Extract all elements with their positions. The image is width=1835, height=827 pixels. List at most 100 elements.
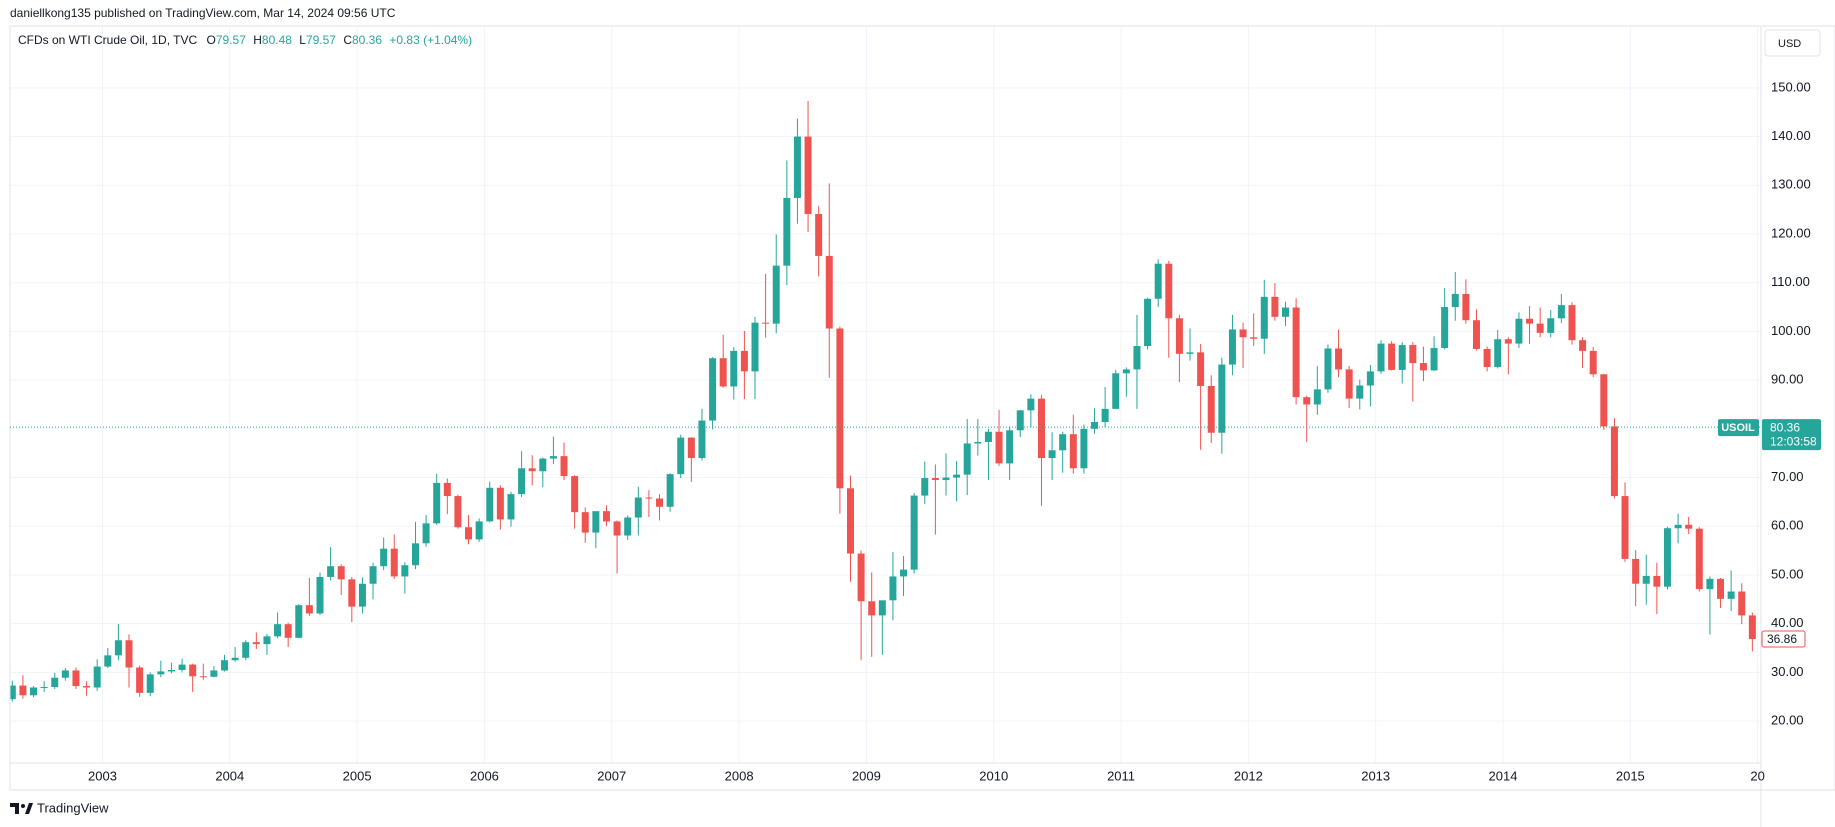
candle-body bbox=[1122, 369, 1130, 374]
candle-body bbox=[316, 576, 324, 614]
candle-body bbox=[878, 600, 886, 616]
candle-body bbox=[836, 328, 844, 489]
candle-body bbox=[274, 624, 282, 637]
candle-body bbox=[1419, 363, 1427, 371]
candle-body bbox=[931, 478, 939, 480]
candle-body bbox=[1409, 345, 1417, 364]
currency-label[interactable]: USD bbox=[1778, 38, 1801, 50]
candle-body bbox=[1472, 320, 1480, 349]
candle-body bbox=[518, 468, 526, 495]
candle-body bbox=[645, 497, 653, 499]
price-label: 80.36 bbox=[1770, 420, 1800, 434]
countdown-label: 12:03:58 bbox=[1770, 434, 1817, 448]
candle-body bbox=[793, 136, 801, 198]
candle-body bbox=[1335, 348, 1343, 370]
candle-body bbox=[1377, 343, 1385, 372]
legend: CFDs on WTI Crude Oil, 1D, TVC O79.57 H8… bbox=[18, 33, 472, 47]
candle-body bbox=[825, 255, 833, 329]
candle-body bbox=[963, 443, 971, 475]
candle-body bbox=[104, 655, 112, 667]
candle-body bbox=[1133, 346, 1141, 370]
x-tick-label: 2006 bbox=[470, 768, 499, 783]
y-tick-label: 70.00 bbox=[1771, 469, 1804, 484]
candle-body bbox=[677, 437, 685, 475]
high-value: 80.48 bbox=[262, 33, 292, 47]
change: +0.83 (+1.04%) bbox=[389, 33, 472, 47]
candle-body bbox=[910, 495, 918, 570]
candle-body bbox=[1144, 298, 1152, 347]
candle-body bbox=[496, 487, 504, 520]
candle-body bbox=[1069, 434, 1077, 469]
candle-body bbox=[114, 640, 122, 656]
candle-body bbox=[422, 523, 430, 544]
candle-body bbox=[1504, 339, 1512, 344]
candle-body bbox=[1695, 528, 1703, 590]
candle-body bbox=[1175, 318, 1183, 354]
x-tick-label: 2009 bbox=[852, 768, 881, 783]
candle-body bbox=[1632, 558, 1640, 584]
candle-body bbox=[19, 685, 27, 696]
x-tick-label: 2015 bbox=[1616, 768, 1645, 783]
high-label: H bbox=[253, 33, 262, 47]
candle-body bbox=[634, 497, 642, 518]
candle-body bbox=[199, 676, 207, 678]
candle-body bbox=[380, 548, 388, 567]
candle-body bbox=[1674, 524, 1682, 529]
candle-body bbox=[1366, 371, 1374, 386]
y-tick-label: 30.00 bbox=[1771, 664, 1804, 679]
candle-body bbox=[1101, 408, 1109, 423]
y-tick-label: 90.00 bbox=[1771, 372, 1804, 387]
candle-body bbox=[730, 350, 738, 387]
candle-body bbox=[1313, 389, 1321, 405]
candle-body bbox=[1356, 385, 1364, 399]
candle-body bbox=[1441, 307, 1449, 348]
last-close-label: 36.86 bbox=[1767, 632, 1797, 646]
candle-body bbox=[1547, 318, 1555, 333]
candle-body bbox=[687, 437, 695, 459]
candle-body bbox=[1610, 426, 1618, 497]
candle-body bbox=[592, 511, 600, 533]
publish-info: daniellkong135 published on TradingView.… bbox=[10, 6, 396, 20]
candle-body bbox=[1398, 345, 1406, 370]
candle-body bbox=[1621, 496, 1629, 559]
x-tick-label: 2003 bbox=[88, 768, 117, 783]
candle-body bbox=[263, 636, 271, 645]
logo-mark-2 bbox=[25, 803, 33, 814]
candle-body bbox=[1154, 263, 1162, 299]
x-tick-label: 2011 bbox=[1107, 768, 1135, 783]
tradingview-logo[interactable]: TradingView bbox=[10, 800, 109, 815]
symbol-badge bbox=[1718, 419, 1759, 437]
candle-body bbox=[581, 512, 589, 533]
candle-body bbox=[1717, 578, 1725, 599]
candle-body bbox=[1663, 528, 1671, 587]
candle-body bbox=[221, 660, 229, 671]
candle-body bbox=[327, 566, 335, 577]
candle-body bbox=[613, 521, 621, 536]
candle-body bbox=[1388, 343, 1396, 370]
candle-body bbox=[560, 456, 568, 477]
close-label: C bbox=[343, 33, 352, 47]
candle-body bbox=[539, 458, 547, 472]
candle-body bbox=[846, 488, 854, 554]
candle-body bbox=[231, 657, 239, 661]
candle-body bbox=[252, 642, 260, 645]
candle-body bbox=[804, 136, 812, 215]
candle-body bbox=[1579, 340, 1587, 351]
low-label: L bbox=[299, 33, 306, 47]
y-tick-label: 100.00 bbox=[1771, 323, 1811, 338]
candle-body bbox=[1515, 318, 1523, 344]
candle-body bbox=[974, 441, 982, 444]
y-tick-label: 60.00 bbox=[1771, 518, 1804, 533]
candle-body bbox=[465, 527, 473, 540]
candle-body bbox=[1738, 591, 1746, 616]
x-tick-label: 2008 bbox=[725, 768, 754, 783]
x-tick-label: 2012 bbox=[1234, 768, 1263, 783]
y-tick-label: 130.00 bbox=[1771, 177, 1811, 192]
candle-body bbox=[751, 322, 759, 372]
footer-brand[interactable]: TradingView bbox=[37, 800, 109, 815]
currency-button[interactable] bbox=[1764, 29, 1821, 57]
low-value: 79.57 bbox=[306, 33, 336, 47]
symbol-name: CFDs on WTI Crude Oil, 1D, TVC bbox=[18, 33, 197, 47]
candle-body bbox=[443, 482, 451, 497]
candle-body bbox=[1589, 350, 1597, 375]
